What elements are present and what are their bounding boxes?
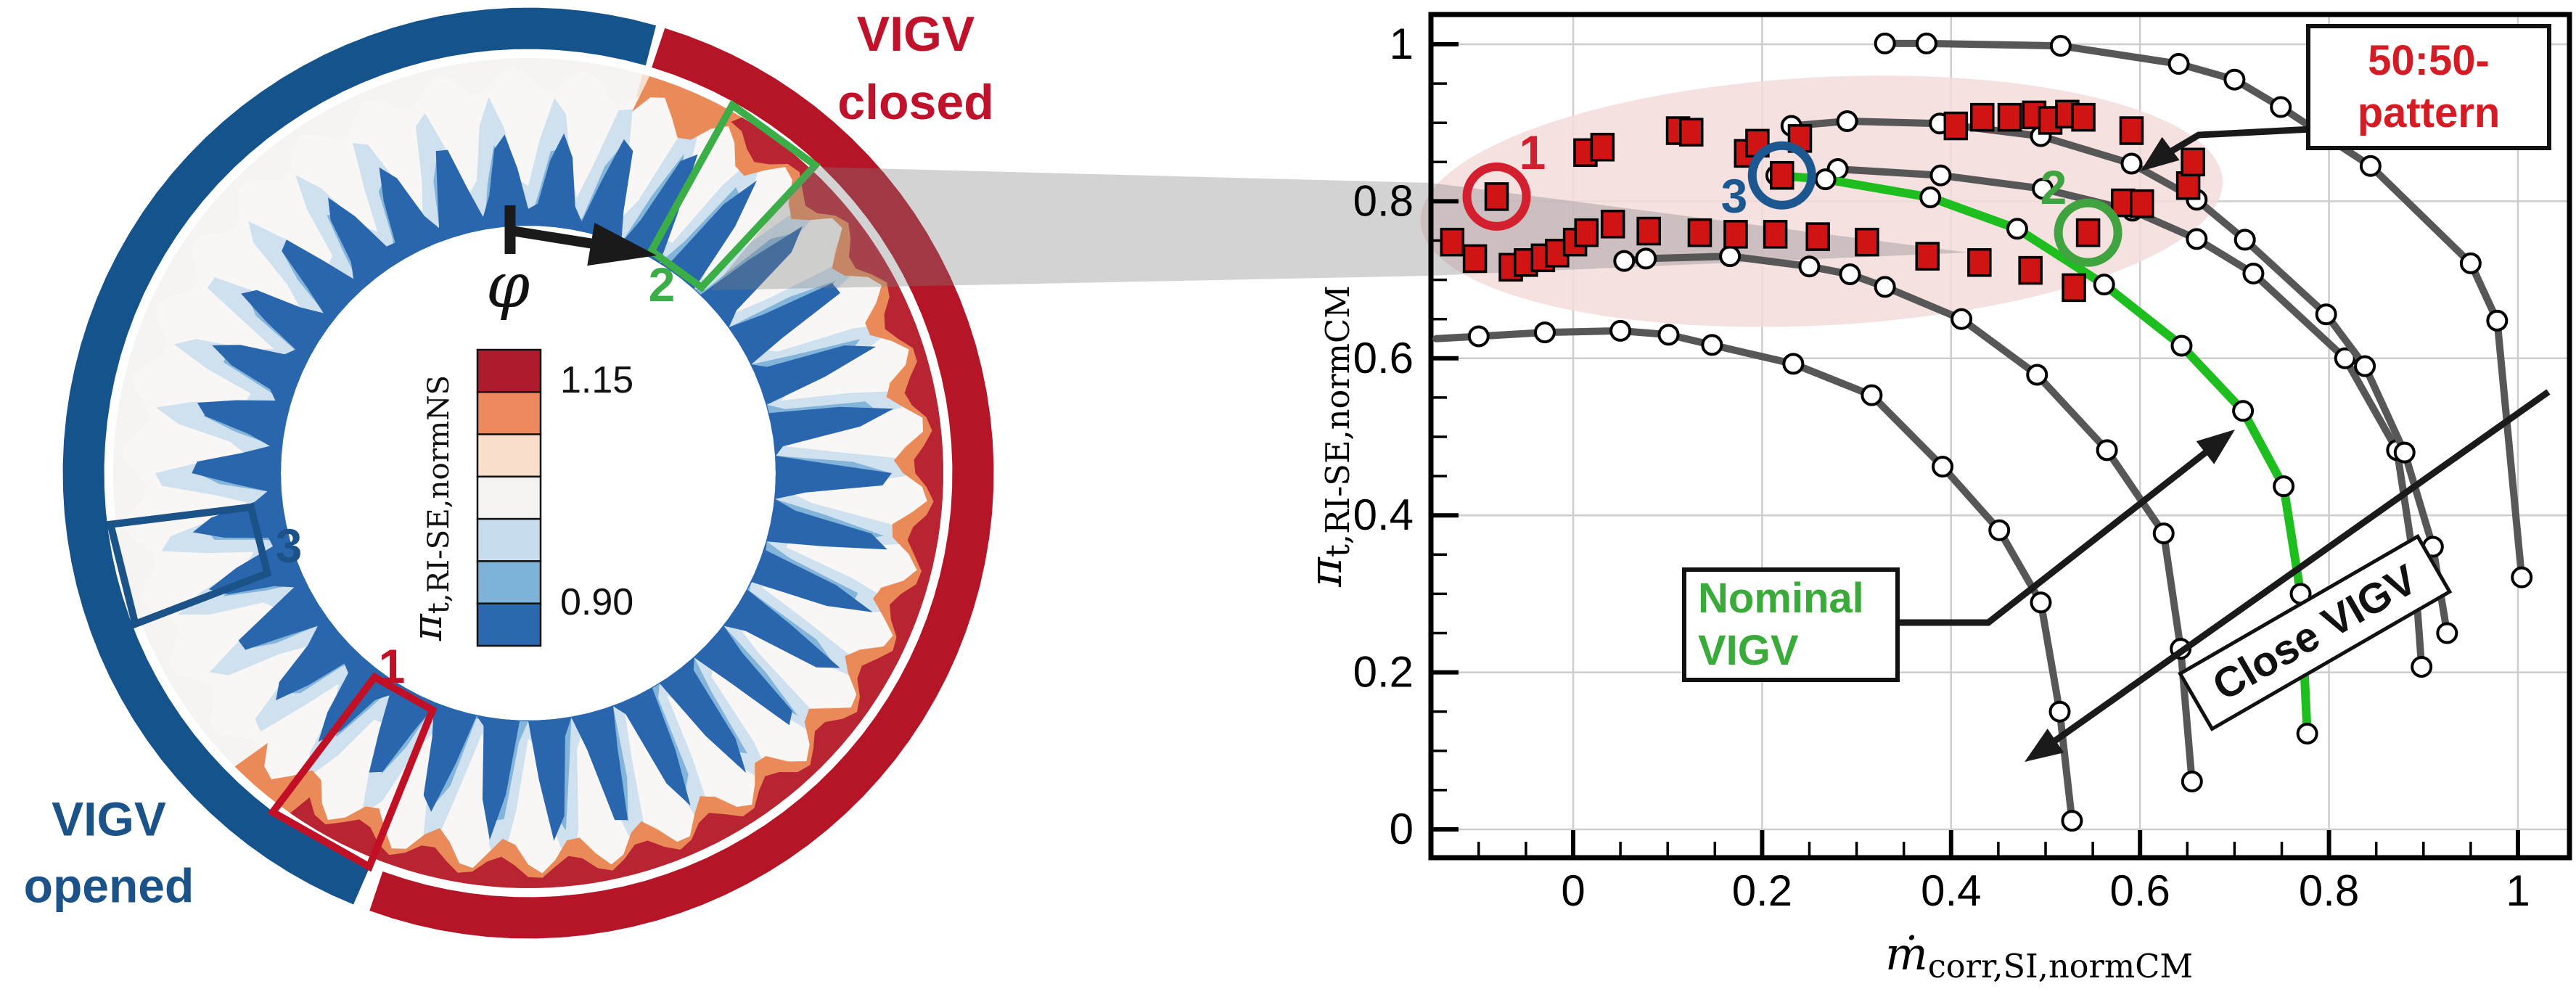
speed-line-6: [1874, 32, 2533, 588]
sector-box-2: [647, 99, 821, 292]
y-tick-label: 0.4: [1353, 491, 1414, 539]
colorbar-cell-1: [476, 391, 542, 435]
annulus-gap-ring: [104, 49, 952, 897]
colorbar-cell-0: [476, 348, 542, 393]
sector-boxes: [106, 99, 821, 872]
compressor-map: 0 0.2 0.4 0.6 0.8 1 0 0.2 0.4 0.6 0.8 1: [711, 12, 2572, 915]
pattern-5050-arrow: [2141, 126, 2313, 171]
colorbar-cell-2: [476, 433, 542, 478]
x-tick-label: 0.2: [1732, 866, 1792, 915]
operating-points: [1462, 141, 2122, 267]
chart-ticks: [1431, 42, 2520, 858]
x-tick-label: 0.4: [1921, 866, 1981, 915]
y-tick-label: 1: [1390, 20, 1414, 68]
y-tick-label: 0.2: [1353, 648, 1414, 697]
operating-point-1: [1462, 162, 1531, 231]
ring-vigv-opened-arc: [62, 7, 657, 905]
x-tick-label: 0.6: [2109, 866, 2170, 915]
speed-line-2: [1613, 245, 2203, 792]
operating-point-2: [2054, 198, 2122, 267]
ring-vigv-closed-arc: [369, 28, 994, 939]
x-tick-label: 0: [1561, 866, 1585, 915]
operating-point-3: [1747, 141, 1816, 210]
colorbar-cell-3: [476, 475, 542, 520]
speed-line-1: [1432, 319, 2083, 832]
sector-box-3: [106, 503, 272, 629]
nominal-vigv-arrow: [1888, 430, 2235, 626]
y-tick-label: 0: [1390, 805, 1414, 853]
left-panel: [62, 7, 994, 939]
x-tick-label: 1: [2506, 866, 2530, 915]
sector-box-1: [267, 672, 438, 872]
x-tick-label: 0.8: [2299, 866, 2359, 915]
phi-arrow: [504, 205, 657, 266]
colorbar-cell-5: [476, 560, 542, 604]
contour-annulus: [113, 58, 943, 889]
y-tick-label: 0.8: [1353, 176, 1414, 225]
colorbar: [476, 348, 542, 647]
y-tick-label: 0.6: [1353, 334, 1414, 382]
chart-tick-labels: 0 0.2 0.4 0.6 0.8 1 0 0.2 0.4 0.6 0.8 1: [1353, 20, 2530, 915]
colorbar-cell-4: [476, 517, 542, 562]
colorbar-cell-6: [476, 602, 542, 647]
scatter-squares-5050: [1440, 99, 2205, 303]
wedge-left-part: [711, 167, 1431, 290]
